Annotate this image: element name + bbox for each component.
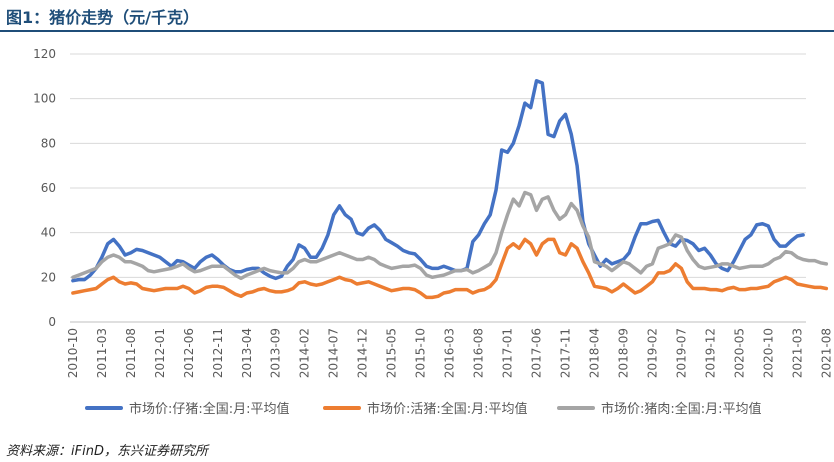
legend: 市场价:仔猪:全国:月:平均值 市场价:活猪:全国:月:平均值 市场价:猪肉:全国:… — [85, 401, 762, 417]
grid-lines — [70, 53, 806, 323]
y-tick-label: 100 — [33, 92, 56, 106]
x-tick-label: 2014-12 — [356, 328, 370, 378]
x-tick-label: 2016-08 — [472, 328, 486, 378]
y-tick-label: 60 — [41, 181, 56, 195]
x-tick-label: 2011-03 — [95, 328, 109, 378]
x-tick-label: 2020-10 — [761, 328, 775, 378]
x-tick-label: 2010-10 — [66, 328, 80, 378]
y-axis: 0 20 40 60 80 100 120 — [33, 47, 56, 329]
x-tick-label: 2011-08 — [124, 328, 138, 378]
x-tick-label: 2012-06 — [182, 328, 196, 378]
x-tick-label: 2017-06 — [530, 328, 544, 378]
y-tick-label: 0 — [48, 315, 56, 329]
legend-label-1: 市场价:活猪:全国:月:平均值 — [367, 401, 528, 417]
x-tick-label: 2014-07 — [327, 328, 341, 378]
source-note: 资料来源：iFinD，东兴证券研究所 — [6, 444, 208, 459]
chart-title: 图1：猪价走势（元/千克） — [6, 8, 199, 27]
legend-label-2: 市场价:猪肉:全国:月:平均值 — [601, 401, 762, 417]
x-tick-label: 2016-03 — [443, 328, 457, 378]
x-tick-label: 2013-09 — [269, 328, 283, 378]
x-tick-label: 2012-11 — [211, 328, 225, 378]
x-tick-label: 2015-05 — [385, 328, 399, 378]
title-divider — [0, 30, 834, 32]
x-tick-label: 2013-04 — [240, 328, 254, 378]
x-tick-label: 2019-02 — [645, 328, 659, 378]
x-tick-label: 2015-10 — [414, 328, 428, 378]
legend-label-0: 市场价:仔猪:全国:月:平均值 — [129, 401, 290, 417]
series-lines — [71, 79, 829, 300]
x-tick-label: 2021-03 — [790, 328, 804, 378]
x-tick-label: 2014-02 — [298, 328, 312, 378]
x-tick-label: 2018-09 — [616, 328, 630, 378]
x-tick-label: 2021-08 — [819, 328, 833, 378]
x-tick-label: 2012-01 — [153, 328, 167, 378]
y-tick-label: 20 — [41, 270, 56, 284]
x-tick-label: 2019-07 — [674, 328, 688, 378]
x-tick-label: 2017-11 — [558, 328, 572, 378]
series-line-2 — [71, 190, 829, 281]
x-tick-label: 2018-04 — [587, 328, 601, 378]
y-tick-label: 80 — [41, 136, 56, 150]
x-tick-label: 2017-01 — [501, 328, 515, 378]
series-line-1 — [71, 237, 829, 300]
x-tick-label: 2019-12 — [703, 328, 717, 378]
y-tick-label: 120 — [33, 47, 56, 61]
x-tick-label: 2020-05 — [732, 328, 746, 378]
x-axis: 2010-10 2011-03 2011-08 2012-01 2012-06 2012-… — [66, 328, 833, 378]
series-line-0 — [71, 79, 805, 283]
y-tick-label: 40 — [41, 226, 56, 240]
